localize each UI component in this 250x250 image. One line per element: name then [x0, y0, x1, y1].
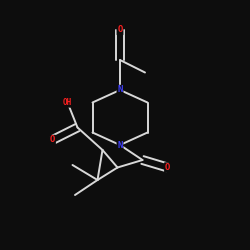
- Text: OH: OH: [63, 98, 72, 107]
- Text: N: N: [117, 140, 123, 149]
- Text: O: O: [117, 26, 123, 35]
- Text: O: O: [50, 136, 55, 144]
- Text: N: N: [117, 86, 123, 94]
- Text: O: O: [165, 163, 170, 172]
